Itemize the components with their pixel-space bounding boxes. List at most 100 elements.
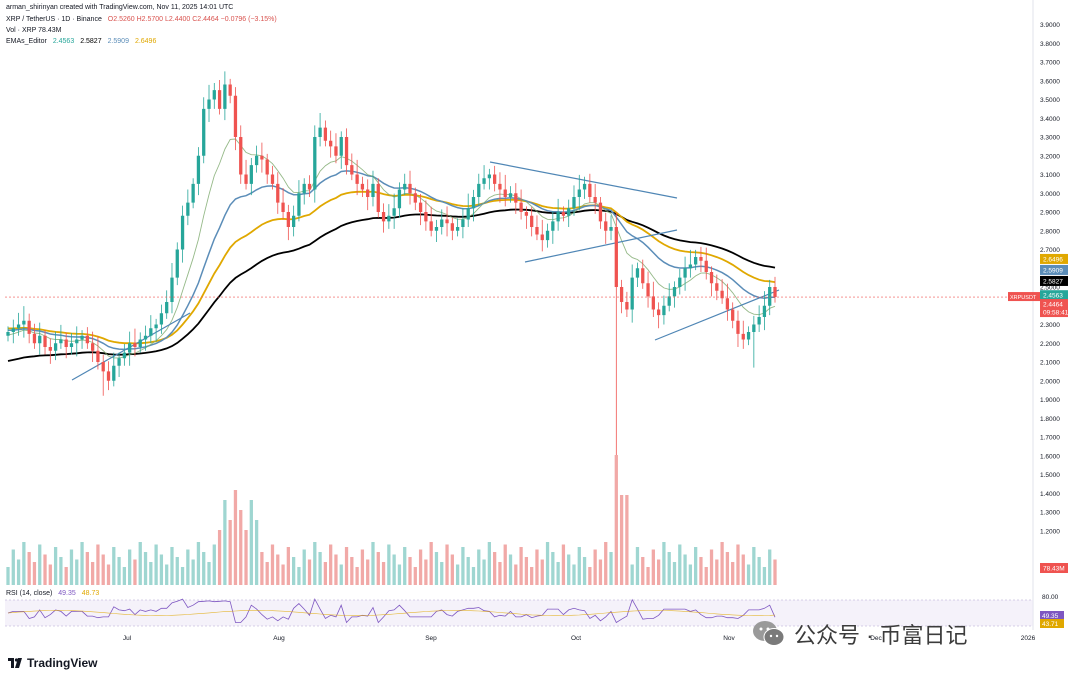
- candle-body: [196, 155, 201, 184]
- price-label-bg: [1040, 307, 1068, 318]
- candle-body: [265, 159, 269, 175]
- candle-body: [540, 234, 544, 241]
- symbol-name[interactable]: XRP / TetherUS · 1D · Binance: [6, 16, 102, 23]
- volume-line[interactable]: Vol · XRP 78.43M: [6, 27, 62, 34]
- candle-body: [746, 332, 751, 340]
- volume-bar: [350, 557, 354, 585]
- volume-bar: [699, 557, 703, 585]
- volume-bar: [138, 542, 142, 585]
- watermark: 公众号 · 币富日记: [752, 618, 968, 650]
- volume-bar: [551, 552, 555, 585]
- candle-body: [487, 174, 491, 179]
- candle-body: [619, 287, 624, 302]
- ema-200-line: [7, 208, 776, 362]
- volume-bar: [128, 549, 132, 585]
- tradingview-logo[interactable]: TradingView: [8, 656, 97, 670]
- rsi-tick-label: 43.71: [1042, 621, 1059, 628]
- volume-bar: [752, 547, 756, 585]
- volume-bar: [355, 567, 359, 585]
- candle-body: [736, 320, 740, 334]
- volume-bar: [180, 567, 185, 585]
- volume-bar: [762, 567, 767, 585]
- volume-bar: [191, 559, 195, 585]
- candle-body: [159, 313, 164, 325]
- price-label: 2.4464: [1043, 302, 1063, 309]
- volume-bar: [223, 500, 227, 585]
- volume-bar: [387, 544, 391, 585]
- candle-body: [461, 219, 465, 227]
- candle-body: [43, 335, 47, 347]
- candle-body: [69, 343, 74, 347]
- volume-bar: [508, 554, 513, 585]
- candle-body: [609, 227, 613, 231]
- price-tick-label: 3.4000: [1040, 116, 1060, 123]
- volume-bar: [651, 549, 655, 585]
- candle-body: [318, 127, 322, 137]
- rsi-signal-line: [7, 610, 776, 616]
- price-tick-label: 3.6000: [1040, 78, 1060, 85]
- price-tick-label: 3.0000: [1040, 191, 1060, 198]
- rsi-legend[interactable]: RSI (14, close) 49.35 48.73: [6, 590, 103, 597]
- candle-body: [667, 296, 671, 306]
- volume-bar: [471, 567, 476, 585]
- candle-body: [508, 193, 513, 197]
- candle-body: [445, 219, 449, 224]
- candle-body: [366, 189, 370, 197]
- candle-body: [376, 183, 380, 212]
- candle-body: [16, 324, 21, 329]
- price-tick-label: 1.9000: [1040, 397, 1060, 404]
- volume-bar: [159, 554, 164, 585]
- volume-bar: [270, 544, 275, 585]
- volume-bar: [641, 557, 645, 585]
- candle-body: [397, 189, 402, 209]
- ema-line[interactable]: EMAs_Editor 2.4563 2.5827 2.5909 2.6496: [6, 38, 160, 45]
- rsi-line: [7, 598, 776, 624]
- candle-body: [424, 212, 428, 222]
- price-label-bg: [1040, 290, 1068, 301]
- volume-bar: [392, 554, 396, 585]
- volume-bar: [281, 564, 285, 585]
- rsi-tick-bg: [1040, 611, 1064, 620]
- ema-value-3: 2.5909: [107, 38, 129, 45]
- candle-body: [96, 350, 100, 362]
- price-tick-label: 2.3000: [1040, 322, 1060, 329]
- volume-bar: [286, 547, 290, 585]
- candle-body: [6, 332, 10, 336]
- volume-bar: [217, 530, 222, 585]
- candle-body: [329, 140, 333, 147]
- price-label-bg: [1040, 275, 1068, 286]
- candle-body: [418, 202, 423, 212]
- volume-bar: [593, 549, 597, 585]
- candle-body: [545, 230, 550, 241]
- volume-bar: [133, 559, 137, 585]
- candle-body: [757, 317, 761, 325]
- volume-bar: [403, 547, 407, 585]
- candle-body: [128, 343, 132, 353]
- trend-line: [654, 289, 780, 341]
- price-label: 09:58:41: [1043, 310, 1069, 317]
- volume-bar: [212, 544, 216, 585]
- volume-bar: [582, 557, 587, 585]
- volume-bar: [768, 549, 772, 585]
- candle-body: [434, 227, 439, 231]
- trend-line: [489, 161, 678, 199]
- volume-bar: [27, 552, 31, 585]
- price-tick-label: 3.2000: [1040, 153, 1060, 160]
- volume-bar: [186, 549, 190, 585]
- volume-bar: [413, 567, 417, 585]
- candle-body: [641, 268, 645, 284]
- volume-bar: [720, 542, 724, 585]
- volume-bar: [143, 552, 148, 585]
- volume-bar: [635, 547, 640, 585]
- time-tick-label: Nov: [723, 635, 735, 642]
- volume-bar: [445, 544, 449, 585]
- volume-bar: [514, 564, 518, 585]
- candle-body: [254, 155, 259, 166]
- candle-body: [582, 183, 587, 190]
- price-tick-label: 2.0000: [1040, 378, 1060, 385]
- candle-body: [202, 108, 206, 156]
- volume-bar: [487, 542, 491, 585]
